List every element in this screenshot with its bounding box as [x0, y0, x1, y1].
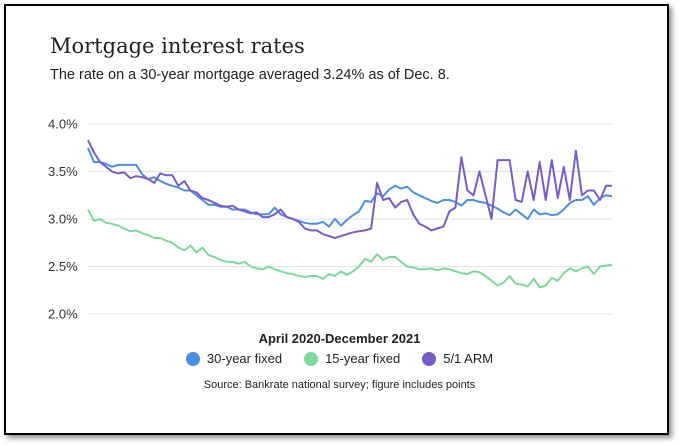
y-tick-label: 2.0% [48, 307, 78, 322]
series-line-30-year-fixed [87, 147, 613, 228]
legend-swatch-30-year-fixed [185, 351, 200, 366]
legend-item-15-year-fixed: 15-year fixed [304, 351, 400, 366]
legend-item-5-1-arm: 5/1 ARM [422, 351, 493, 366]
y-tick-label: 2.5% [48, 259, 78, 274]
chart-title: Mortgage interest rates [50, 34, 305, 58]
gridlines [88, 123, 612, 315]
y-tick-label: 3.5% [48, 164, 78, 179]
series-line-5-1-arm [87, 139, 612, 239]
legend-item-30-year-fixed: 30-year fixed [185, 351, 283, 366]
series-line-15-year-fixed [87, 209, 613, 289]
y-tick-label: 4.0% [48, 117, 78, 132]
legend-label-15-year-fixed: 15-year fixed [325, 351, 401, 366]
legend-swatch-15-year-fixed [304, 351, 319, 366]
x-axis-title: April 2020-December 2021 [258, 331, 421, 346]
source-note: Source: Bankrate national survey; figure… [203, 379, 476, 391]
series-lines [87, 139, 613, 289]
legend-label-30-year-fixed: 30-year fixed [206, 351, 283, 366]
legend-label-5-1-arm: 5/1 ARM [443, 351, 494, 366]
chart-subtitle: The rate on a 30-year mortgage averaged … [50, 67, 450, 83]
y-tick-label: 3.0% [48, 212, 78, 227]
legend-swatch-5-1-arm [422, 351, 437, 366]
legend: 30-year fixed 15-year fixed 5/1 ARM [0, 351, 679, 366]
y-axis-tick-labels: 2.0% 2.5% 3.0% 3.5% 4.0% [48, 117, 78, 322]
